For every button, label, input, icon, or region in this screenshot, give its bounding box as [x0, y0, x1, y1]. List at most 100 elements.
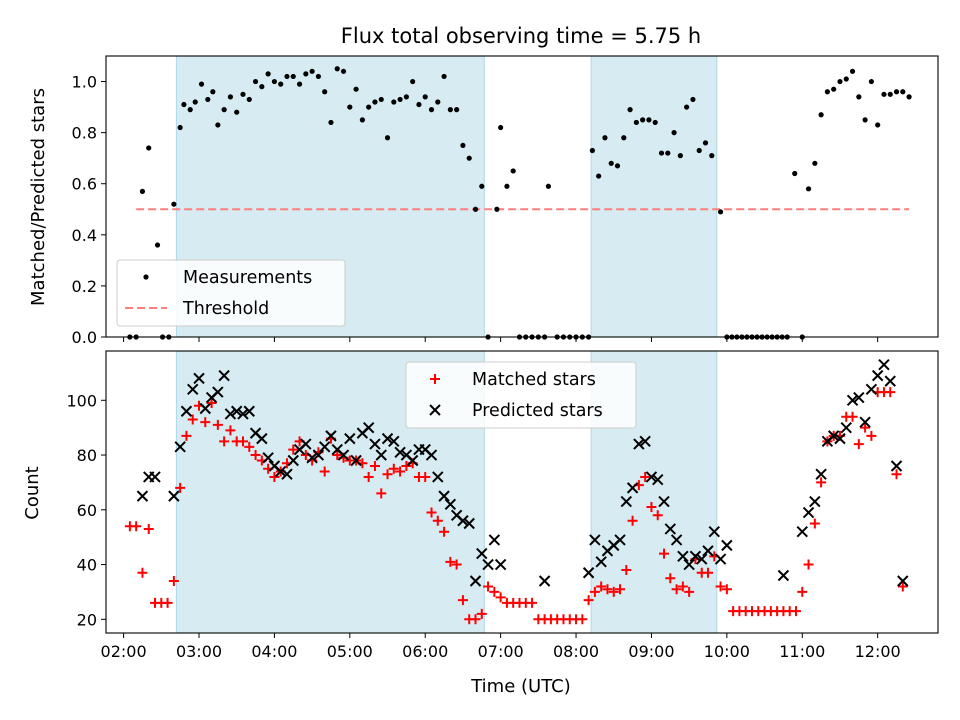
predicted-stars-point [796, 525, 808, 538]
matched-stars-point [897, 581, 908, 592]
matched-stars-point [187, 414, 198, 425]
matched-stars-point [200, 417, 211, 428]
y-tick-label: 80 [77, 446, 97, 465]
measurement-point [410, 78, 416, 85]
top-legend: Measurements Threshold [116, 259, 346, 327]
measurement-point [181, 101, 187, 108]
measurement-point [466, 155, 472, 161]
predicted-stars-point [664, 523, 677, 535]
predicted-stars-point [406, 454, 419, 467]
bottom-panel: 20 40 60 80 100 02:00 03:00 04:00 05:00 06:00 07:… [22, 350, 939, 697]
star-count-points [124, 358, 909, 625]
measurement-point [709, 153, 715, 159]
measurement-point [900, 89, 906, 95]
measurement-point [602, 135, 608, 141]
measurement-point [265, 71, 271, 77]
measurement-point [227, 94, 234, 100]
measurement-point [252, 78, 259, 85]
measurement-point [792, 170, 798, 177]
measurement-point [447, 107, 453, 113]
matched-stars-point [797, 586, 808, 597]
predicted-stars-point [633, 438, 645, 450]
measurement-point [589, 147, 595, 154]
x-tick-label: 06:00 [402, 642, 448, 661]
matched-stars-point [847, 411, 858, 422]
matched-stars-point [401, 460, 412, 471]
measurement-point [315, 73, 321, 80]
matched-stars-point [206, 398, 217, 409]
measurement-point [290, 73, 296, 80]
measurement-point [702, 140, 709, 146]
measurement-point [210, 89, 216, 95]
predicted-stars-point [262, 452, 274, 464]
measurement-point [805, 186, 812, 192]
y-tick-label: 100 [66, 391, 97, 410]
matched-stars-point [790, 606, 801, 617]
matched-stars-point [131, 521, 142, 532]
predicted-stars-point [652, 473, 664, 486]
measurement-point [906, 94, 912, 100]
legend-label: Threshold [182, 299, 269, 319]
measurement-point [353, 86, 359, 92]
x-tick-label: 04:00 [251, 642, 297, 661]
bottom-y-ticks: 20 40 60 80 100 [66, 391, 106, 629]
matched-stars-point [420, 471, 431, 482]
matched-stars-point [602, 584, 613, 595]
predicted-stars-point [620, 495, 633, 508]
measurement-point [309, 68, 315, 74]
predicted-stars-point [193, 372, 205, 385]
predicted-stars-point [589, 534, 601, 546]
predicted-stars-point [853, 391, 865, 404]
predicted-stars-point [645, 471, 658, 483]
measurement-point [837, 78, 843, 85]
matched-stars-point [677, 581, 688, 592]
predicted-stars-point [218, 369, 230, 382]
measurement-point [296, 81, 303, 87]
measurement-point [627, 107, 633, 113]
matched-stars-point [237, 436, 248, 447]
top-y-label: Matched/Predicted stars [28, 88, 49, 306]
measurement-point [435, 99, 441, 105]
matched-stars-point [369, 460, 380, 471]
predicted-stars-point [469, 575, 482, 587]
predicted-stars-point [224, 408, 237, 420]
measurement-point [665, 150, 671, 156]
predicted-stars-point [595, 556, 607, 568]
matched-stars-point [395, 466, 406, 477]
measurement-point [510, 168, 516, 174]
measurement-point [671, 130, 677, 136]
matched-stars-point [432, 515, 443, 526]
matched-stars-point [225, 425, 236, 436]
measurement-point [139, 188, 146, 194]
measurement-point [454, 107, 460, 113]
matched-stars-point [891, 469, 902, 480]
predicted-stars-point [425, 449, 438, 461]
measurement-point [259, 84, 265, 90]
matched-stars-point [816, 477, 827, 488]
measurement-point [862, 117, 868, 123]
measurement-point [652, 119, 658, 126]
predicted-stars-point [187, 383, 199, 396]
measurement-point [378, 96, 384, 103]
predicted-stars-point [344, 432, 356, 445]
matched-stars-point [596, 581, 607, 592]
predicted-stars-point [318, 441, 331, 453]
measurement-point [504, 183, 510, 189]
matched-stars-point [483, 581, 494, 592]
matched-stars-point [445, 556, 456, 567]
measurement-point [215, 122, 221, 128]
predicted-stars-point [538, 575, 551, 587]
y-tick-label: 1.0 [72, 73, 97, 92]
measurement-point [271, 78, 278, 85]
matched-stars-point [244, 441, 255, 452]
matched-stars-point [860, 422, 871, 433]
predicted-stars-point [802, 506, 815, 519]
predicted-stars-point [394, 446, 406, 459]
predicted-stars-point [174, 441, 186, 453]
predicted-stars-point [136, 490, 149, 502]
x-tick-label: 03:00 [176, 642, 222, 661]
measurement-point [633, 119, 639, 126]
matched-stars-point [168, 575, 179, 586]
predicted-stars-point [388, 435, 400, 448]
